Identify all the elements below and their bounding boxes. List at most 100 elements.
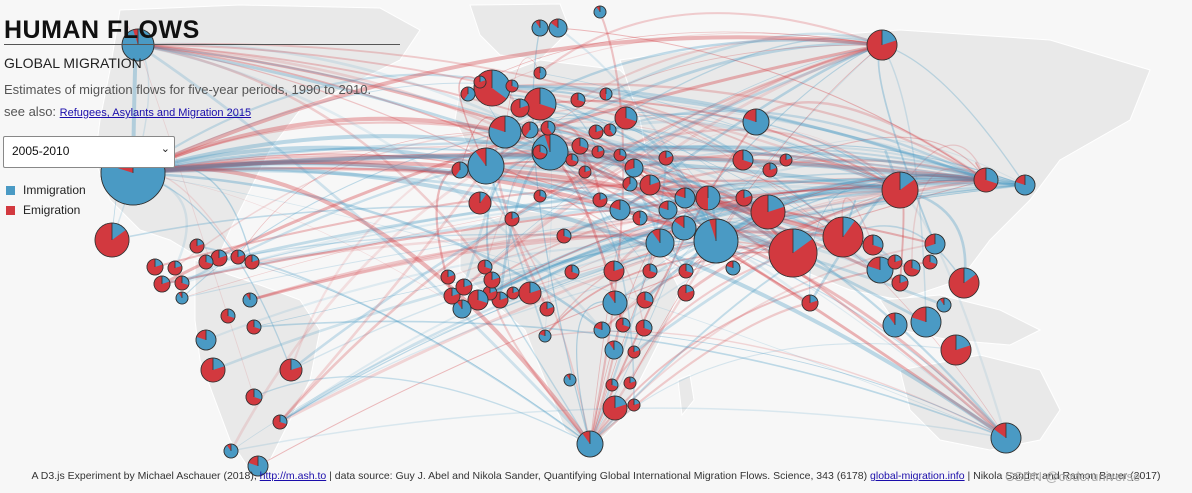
country-node[interactable] bbox=[623, 376, 637, 390]
country-node[interactable] bbox=[220, 308, 236, 324]
country-node[interactable] bbox=[990, 422, 1022, 454]
country-node[interactable] bbox=[636, 291, 654, 309]
country-node[interactable] bbox=[540, 120, 556, 136]
country-node[interactable] bbox=[563, 373, 577, 387]
country-node[interactable] bbox=[443, 287, 461, 305]
country-node[interactable] bbox=[455, 278, 473, 296]
country-node[interactable] bbox=[605, 378, 619, 392]
country-node[interactable] bbox=[518, 281, 542, 305]
country-node[interactable] bbox=[195, 329, 217, 351]
country-node[interactable] bbox=[674, 187, 696, 209]
country-node[interactable] bbox=[451, 161, 469, 179]
country-node[interactable] bbox=[627, 398, 641, 412]
country-node[interactable] bbox=[564, 264, 580, 280]
country-node[interactable] bbox=[510, 98, 530, 118]
country-node[interactable] bbox=[576, 430, 604, 458]
country-node[interactable] bbox=[822, 216, 864, 258]
country-node[interactable] bbox=[604, 340, 624, 360]
country-node[interactable] bbox=[742, 108, 770, 136]
country-node[interactable] bbox=[200, 357, 226, 383]
country-node[interactable] bbox=[609, 199, 631, 221]
country-node[interactable] bbox=[570, 92, 586, 108]
country-node[interactable] bbox=[642, 263, 658, 279]
country-node[interactable] bbox=[627, 345, 641, 359]
country-node[interactable] bbox=[245, 388, 263, 406]
country-node[interactable] bbox=[732, 149, 754, 171]
country-node[interactable] bbox=[678, 263, 694, 279]
country-node[interactable] bbox=[940, 334, 972, 366]
country-node[interactable] bbox=[539, 301, 555, 317]
country-node[interactable] bbox=[505, 79, 519, 93]
country-node[interactable] bbox=[603, 260, 625, 282]
country-node[interactable] bbox=[887, 254, 903, 270]
country-node[interactable] bbox=[658, 150, 674, 166]
country-node[interactable] bbox=[523, 87, 557, 121]
country-node[interactable] bbox=[198, 254, 214, 270]
country-node[interactable] bbox=[624, 158, 644, 178]
country-node[interactable] bbox=[578, 165, 592, 179]
country-node[interactable] bbox=[602, 395, 628, 421]
country-node[interactable] bbox=[473, 75, 487, 89]
country-node[interactable] bbox=[174, 275, 190, 291]
country-node[interactable] bbox=[467, 289, 489, 311]
country-node[interactable] bbox=[645, 228, 675, 258]
footer-source-link[interactable]: global-migration.info bbox=[870, 470, 965, 482]
country-node[interactable] bbox=[671, 215, 697, 241]
country-node[interactable] bbox=[153, 275, 171, 293]
country-node[interactable] bbox=[521, 121, 539, 139]
country-node[interactable] bbox=[571, 137, 589, 155]
country-node[interactable] bbox=[246, 319, 262, 335]
country-node[interactable] bbox=[677, 284, 695, 302]
country-node[interactable] bbox=[881, 171, 919, 209]
country-node[interactable] bbox=[632, 210, 648, 226]
country-node[interactable] bbox=[602, 290, 628, 316]
country-node[interactable] bbox=[599, 87, 613, 101]
country-node[interactable] bbox=[121, 28, 155, 62]
country-node[interactable] bbox=[506, 286, 520, 300]
country-node[interactable] bbox=[452, 299, 472, 319]
country-node[interactable] bbox=[768, 228, 818, 278]
country-node[interactable] bbox=[891, 274, 909, 292]
country-node[interactable] bbox=[735, 189, 753, 207]
country-node[interactable] bbox=[866, 256, 894, 284]
country-node[interactable] bbox=[591, 145, 605, 159]
country-node[interactable] bbox=[922, 254, 938, 270]
country-node[interactable] bbox=[460, 86, 476, 102]
country-node[interactable] bbox=[244, 254, 260, 270]
country-node[interactable] bbox=[779, 153, 793, 167]
country-node[interactable] bbox=[593, 321, 611, 339]
country-node[interactable] bbox=[94, 222, 130, 258]
country-node[interactable] bbox=[565, 153, 579, 167]
country-node[interactable] bbox=[223, 443, 239, 459]
country-node[interactable] bbox=[862, 234, 884, 256]
country-node[interactable] bbox=[593, 5, 607, 19]
country-node[interactable] bbox=[538, 329, 552, 343]
country-node[interactable] bbox=[622, 176, 638, 192]
country-node[interactable] bbox=[175, 291, 189, 305]
country-node[interactable] bbox=[483, 271, 501, 289]
country-node[interactable] bbox=[146, 258, 164, 276]
country-node[interactable] bbox=[635, 319, 653, 337]
country-node[interactable] bbox=[903, 259, 921, 277]
country-node[interactable] bbox=[242, 292, 258, 308]
country-node[interactable] bbox=[548, 18, 568, 38]
country-node[interactable] bbox=[603, 123, 617, 137]
country-node[interactable] bbox=[924, 233, 946, 255]
footer-credit-link[interactable]: http://m.ash.to bbox=[259, 470, 327, 482]
country-node[interactable] bbox=[279, 358, 303, 382]
country-node[interactable] bbox=[725, 260, 741, 276]
country-node[interactable] bbox=[189, 238, 205, 254]
country-node[interactable] bbox=[467, 147, 505, 185]
country-node[interactable] bbox=[614, 106, 638, 130]
country-node[interactable] bbox=[973, 167, 999, 193]
period-select[interactable]: 2005-2010 ⌄ bbox=[3, 136, 175, 168]
country-node[interactable] bbox=[1014, 174, 1036, 196]
country-node[interactable] bbox=[639, 174, 661, 196]
country-node[interactable] bbox=[658, 200, 678, 220]
country-node[interactable] bbox=[588, 124, 604, 140]
country-node[interactable] bbox=[936, 297, 952, 313]
country-node[interactable] bbox=[477, 259, 493, 275]
country-node[interactable] bbox=[488, 115, 522, 149]
country-node[interactable] bbox=[556, 228, 572, 244]
